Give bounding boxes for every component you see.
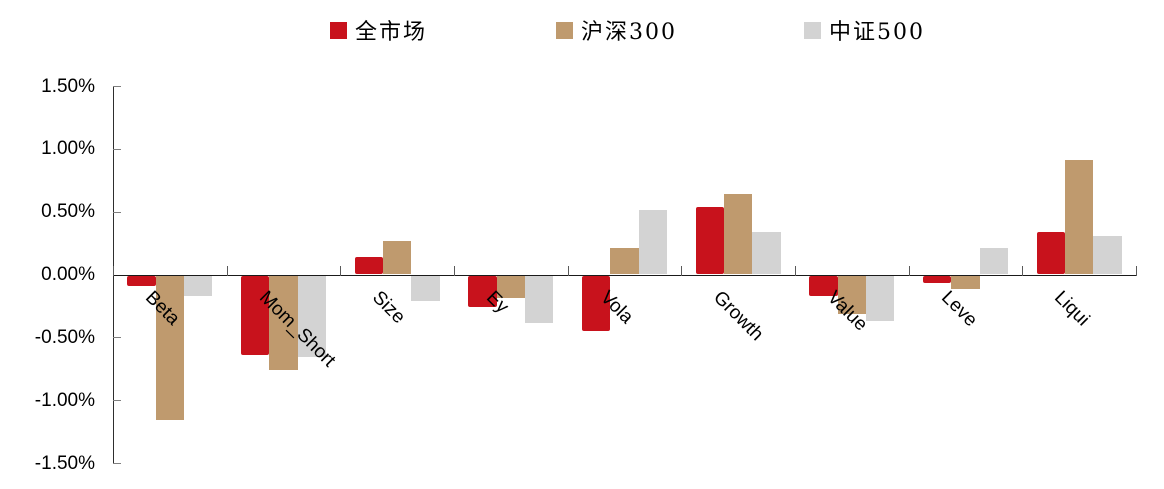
bar-全市场-Size [354,256,383,275]
bar-全市场-Vola [581,275,611,331]
bar-中证500-Growth [752,231,781,275]
bar-全市场-Mom_Short [240,275,270,355]
bar-中证500-Beta [184,275,213,296]
bar-中证500-Size [411,275,440,301]
x-axis-tick [1022,265,1024,276]
x-axis-tick [681,265,683,276]
y-axis-tick [113,148,121,150]
bar-沪深300-Size [382,240,412,275]
legend-label: 全市场 [355,20,428,45]
category-label-Growth: Growth [709,286,768,345]
x-axis-tick [340,265,342,276]
x-axis-tick [1136,265,1137,276]
y-axis-tick [113,86,121,87]
bar-中证500-Mom_Short [297,275,327,358]
x-axis-tick [113,265,114,276]
y-axis-label: -1.00% [34,389,95,411]
bar-中证500-Leve [979,248,1009,275]
y-axis-label: 1.50% [41,75,95,97]
y-axis-label: 0.50% [41,201,95,223]
category-label-Leve: Leve [936,286,981,331]
bar-全市场-Growth [695,206,724,275]
y-axis-tick [113,400,121,402]
bar-沪深300-Ey [496,275,526,299]
bar-全市场-Beta [127,275,156,286]
bar-中证500-Vola [638,210,668,275]
legend-item: 沪深300 [556,14,677,46]
bar-中证500-Value [866,275,895,321]
legend-label: 沪深300 [581,20,677,45]
category-label-Size: Size [368,286,410,328]
bar-沪深300-Mom_Short [269,275,298,370]
legend-label: 中证500 [829,20,925,45]
x-axis-tick [795,265,796,276]
category-label-Liqui: Liqui [1050,286,1094,330]
y-axis-label: 1.00% [41,138,95,160]
legend-swatch-3 [804,21,821,39]
x-axis-tick [908,265,910,276]
y-axis-label: 0.00% [41,264,95,285]
y-axis-label: -1.50% [34,452,95,474]
x-axis-tick [226,265,228,276]
y-axis-label: -0.50% [34,326,95,348]
y-axis-tick [113,463,121,464]
chart-legend: 全市场 沪深300 中证500 [0,0,1164,52]
x-axis-tick [454,265,455,276]
bar-沪深300-Growth [723,194,753,275]
y-axis-tick [113,337,121,339]
bar-全市场-Leve [922,275,952,284]
legend-item: 全市场 [330,14,427,46]
bar-全市场-Ey [468,275,497,307]
bar-中证500-Liqui [1093,235,1122,275]
legend-swatch-2 [556,21,573,39]
bar-沪深300-Value [837,275,867,315]
y-axis-tick [113,211,121,213]
bar-全市场-Liqui [1036,231,1065,275]
bar-全市场-Value [809,275,838,296]
bar-中证500-Ey [525,275,554,324]
legend-swatch-1 [330,21,347,39]
bar-沪深300-Liqui [1064,160,1094,275]
bar-沪深300-Vola [610,248,639,275]
x-axis-tick [567,265,569,276]
x-axis-zero-line [113,274,1136,276]
bar-沪深300-Beta [155,275,185,421]
bar-沪深300-Leve [951,275,980,290]
legend-item: 中证500 [804,14,925,46]
